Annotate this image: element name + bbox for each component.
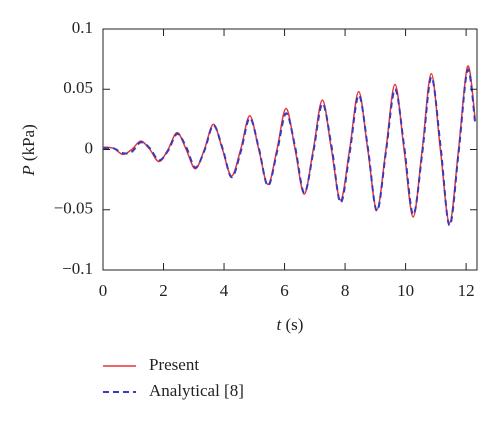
- y-label-var: P: [19, 165, 38, 176]
- x-tick-label: 6: [280, 281, 289, 300]
- y-tick-label: 0: [85, 138, 94, 157]
- legend: Present Analytical [8]: [103, 355, 244, 400]
- series-line: [102, 65, 476, 224]
- x-tick-label: 12: [458, 281, 475, 300]
- y-tick-label: −0.1: [62, 259, 93, 278]
- lines: [102, 65, 477, 227]
- y-tick-label: 0.1: [72, 18, 93, 37]
- x-tick-label: 8: [341, 281, 350, 300]
- x-axis-label: t (s): [277, 315, 304, 334]
- x-tick-label: 4: [220, 281, 229, 300]
- y-tick-label: −0.05: [54, 199, 93, 218]
- series-line: [102, 68, 477, 227]
- legend-label: Analytical [8]: [149, 381, 244, 400]
- x-label-unit: (s): [286, 315, 304, 334]
- x-tick-label: 10: [397, 281, 414, 300]
- y-label-unit: (kPa): [19, 124, 38, 161]
- x-label-var: t: [277, 315, 283, 334]
- x-tick-label: 0: [99, 281, 108, 300]
- legend-label: Present: [149, 355, 199, 374]
- y-tick-label: 0.05: [63, 78, 93, 97]
- plot-frame: [102, 28, 478, 271]
- y-axis-label: P (kPa): [19, 124, 38, 176]
- x-tick-label: 2: [159, 281, 168, 300]
